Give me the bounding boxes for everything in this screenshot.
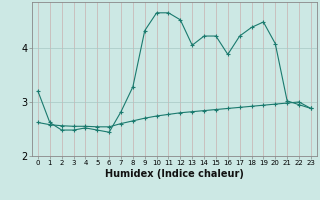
X-axis label: Humidex (Indice chaleur): Humidex (Indice chaleur)	[105, 169, 244, 179]
